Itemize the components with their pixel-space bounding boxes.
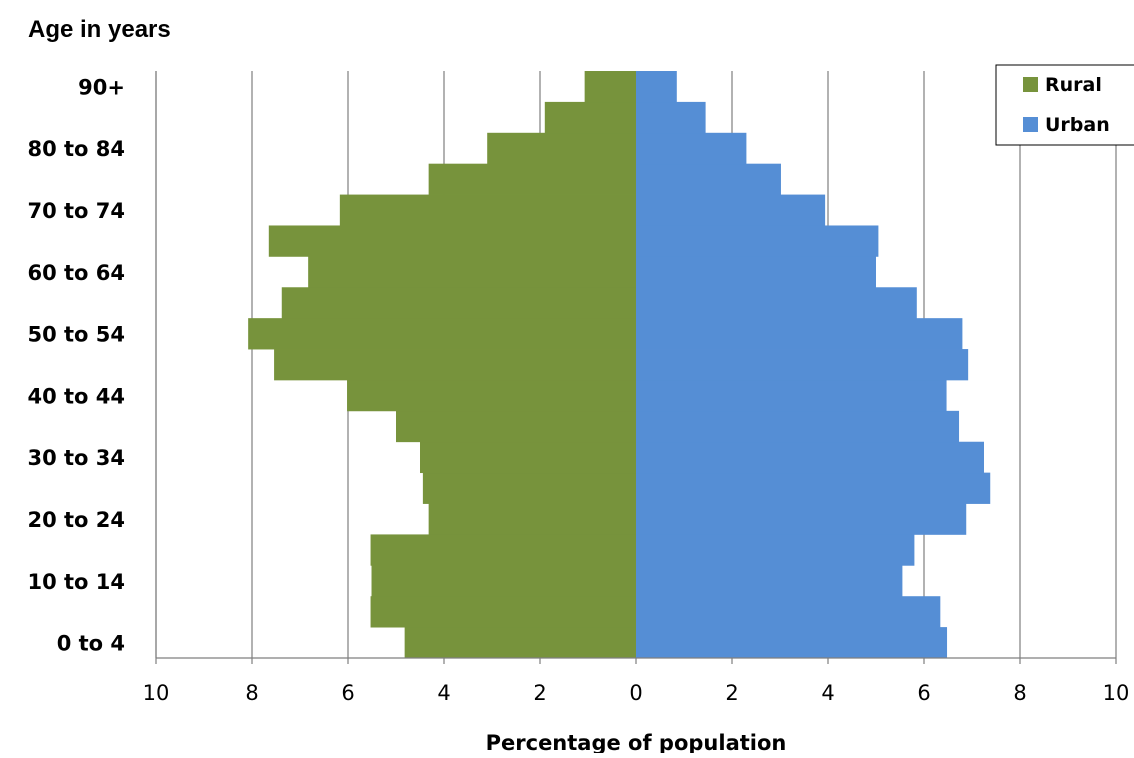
bar-rural-11 xyxy=(281,287,636,319)
x-axis-title: Percentage of population xyxy=(486,731,787,753)
bar-rural-1 xyxy=(370,596,636,628)
y-tick-label-5: 50 to 54 xyxy=(27,323,125,347)
y-tick-label-6: 60 to 64 xyxy=(27,261,125,285)
y-tick-label-3: 30 to 34 xyxy=(27,446,125,470)
y-tick-label-7: 70 to 74 xyxy=(27,199,125,223)
y-tick-label-2: 20 to 24 xyxy=(27,508,125,532)
legend-box xyxy=(995,64,1134,146)
bar-urban-14 xyxy=(636,194,826,226)
legend: Rural Urban xyxy=(995,64,1134,146)
bar-urban-9 xyxy=(636,349,969,381)
bar-rural-14 xyxy=(339,194,636,226)
bar-rural-2 xyxy=(371,565,636,597)
y-tick-labels: 0 to 4 10 to 14 20 to 24 30 to 34 40 to 44 50… xyxy=(27,75,125,655)
bar-rural-4 xyxy=(428,503,636,535)
bar-urban-12 xyxy=(636,256,876,288)
bar-rural-3 xyxy=(370,534,636,566)
bar-urban-10 xyxy=(636,318,963,350)
y-tick-label-0: 0 to 4 xyxy=(57,632,125,656)
bar-urban-13 xyxy=(636,225,879,257)
legend-label-rural: Rural xyxy=(1045,74,1102,96)
bar-urban-2 xyxy=(636,565,903,597)
bar-rural-13 xyxy=(268,225,636,257)
bar-urban-7 xyxy=(636,410,960,443)
bar-rural-10 xyxy=(248,318,636,350)
x-tick-label-10: 10 xyxy=(1103,681,1130,705)
x-tick-label-7: 4 xyxy=(821,681,834,705)
legend-swatch-rural xyxy=(1023,77,1038,92)
bar-rural-7 xyxy=(396,410,636,443)
x-tick-label-8: 6 xyxy=(917,681,930,705)
bar-rural-12 xyxy=(308,256,636,288)
y-tick-label-1: 10 to 14 xyxy=(27,570,125,594)
x-tick-label-1: 8 xyxy=(245,681,258,705)
legend-swatch-urban xyxy=(1023,117,1038,132)
bar-rural-8 xyxy=(347,379,636,412)
bar-urban-8 xyxy=(636,379,947,412)
x-tick-label-6: 2 xyxy=(725,681,738,705)
bar-rural-5 xyxy=(422,472,636,504)
bar-rural-16 xyxy=(487,132,636,165)
bar-rural-0 xyxy=(404,627,636,659)
y-tick-label-8: 80 to 84 xyxy=(27,137,125,161)
bar-urban-18 xyxy=(636,71,677,103)
bar-urban-11 xyxy=(636,287,917,319)
x-tick-label-9: 8 xyxy=(1013,681,1026,705)
y-tick-label-4: 40 to 44 xyxy=(27,384,125,408)
legend-label-urban: Urban xyxy=(1045,114,1110,136)
bar-rural-9 xyxy=(274,349,636,381)
x-tick-label-2: 6 xyxy=(341,681,354,705)
axes xyxy=(155,71,1117,664)
bar-rural-6 xyxy=(420,441,636,474)
bar-urban-15 xyxy=(636,163,781,195)
bar-rural-18 xyxy=(584,71,636,103)
bar-urban-17 xyxy=(636,101,706,134)
x-tick-label-3: 4 xyxy=(437,681,450,705)
bars xyxy=(248,71,991,659)
bar-rural-17 xyxy=(544,101,636,134)
bar-urban-5 xyxy=(636,472,991,504)
bar-rural-15 xyxy=(428,163,636,195)
bar-urban-0 xyxy=(636,627,948,659)
bar-urban-4 xyxy=(636,503,967,535)
bar-urban-6 xyxy=(636,441,984,474)
bar-urban-16 xyxy=(636,132,747,165)
x-tick-label-4: 2 xyxy=(533,681,546,705)
bar-urban-1 xyxy=(636,596,941,628)
y-tick-label-9: 90+ xyxy=(78,75,125,99)
x-tick-label-0: 10 xyxy=(143,681,170,705)
y-axis-title: Age in years xyxy=(28,16,171,43)
x-tick-labels: 10 8 6 4 2 0 2 4 6 8 10 xyxy=(143,681,1130,705)
x-tick-label-5: 0 xyxy=(629,681,642,705)
bar-urban-3 xyxy=(636,534,915,566)
